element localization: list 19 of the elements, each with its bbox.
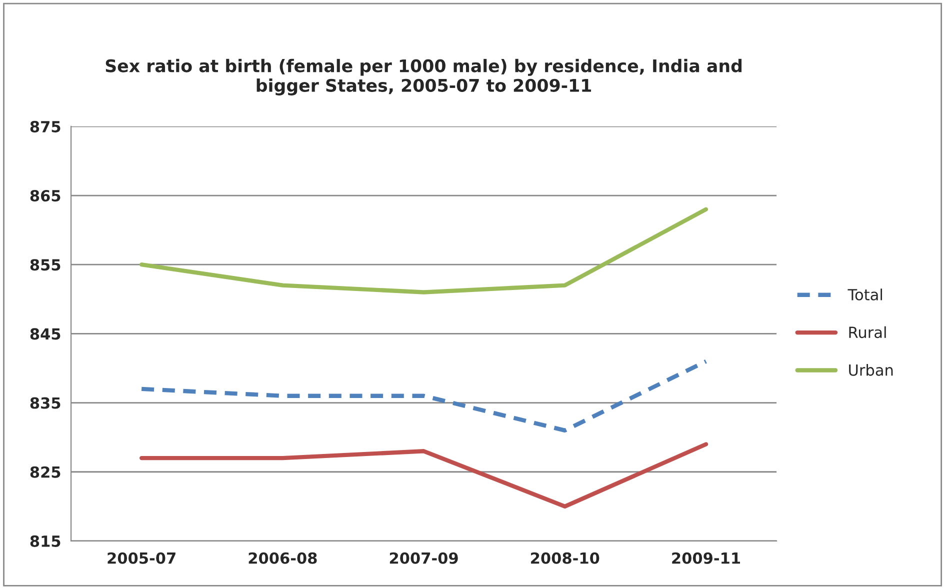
line-series [139,359,708,432]
chart-title: Sex ratio at birth (female per 1000 male) by residence, India and bigger States, 2005-07 to 2009-11 [106,58,742,96]
y-tick-label: 815 [30,535,60,547]
y-tick-label: 855 [30,259,60,271]
y-tick-label: 825 [30,466,60,478]
y-tick-label: 865 [30,190,60,202]
y-tick-label: 845 [30,328,60,340]
y-tick-label: 835 [30,397,60,409]
x-tick-label: 2006-08 [248,552,317,564]
legend-label: Total [848,288,882,300]
x-tick-label: 2007-09 [390,552,458,564]
line-series [139,442,708,508]
y-tick-label: 875 [30,120,60,132]
legend-label: Rural [849,326,886,338]
legend-label: Urban [849,364,893,376]
x-tick-label: 2009-11 [672,552,740,564]
x-tick-label: 2005-07 [108,552,176,564]
x-tick-label: 2008-10 [531,552,600,564]
line-series [139,207,708,294]
